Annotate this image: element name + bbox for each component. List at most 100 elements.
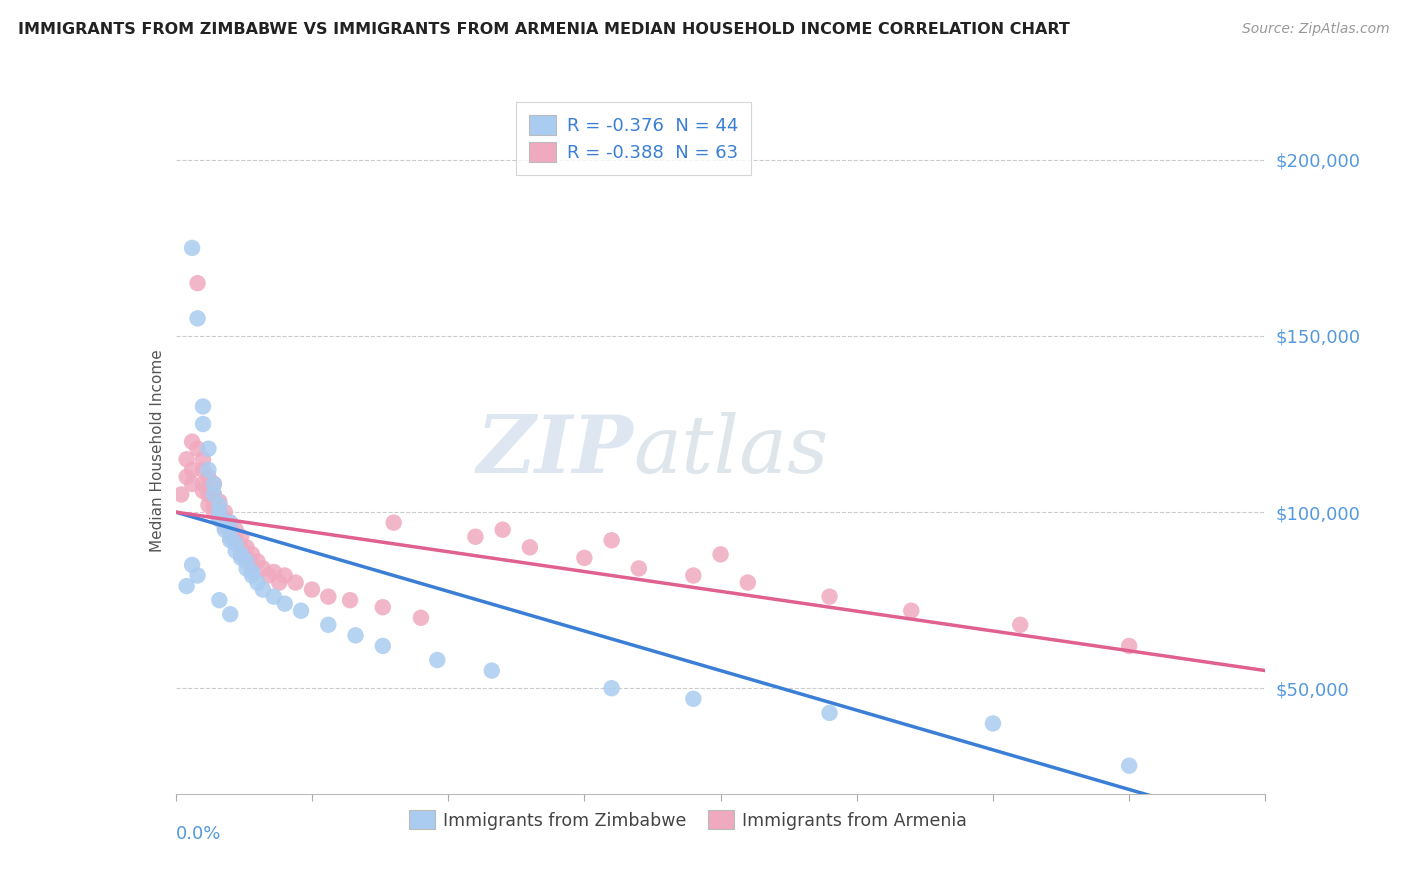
Point xyxy=(219,530,242,544)
Point xyxy=(426,653,449,667)
Point xyxy=(202,477,225,491)
Point xyxy=(176,470,198,484)
Point xyxy=(219,530,242,544)
Point xyxy=(682,568,704,582)
Point xyxy=(219,516,242,530)
Point xyxy=(981,716,1004,731)
Point xyxy=(208,512,231,526)
Point xyxy=(1118,758,1140,772)
Point xyxy=(627,561,650,575)
Point xyxy=(231,550,253,565)
Point xyxy=(197,498,219,512)
Point xyxy=(231,541,253,555)
Point xyxy=(818,590,841,604)
Point xyxy=(208,498,231,512)
Point xyxy=(240,558,263,572)
Point xyxy=(284,575,307,590)
Point xyxy=(176,579,198,593)
Point xyxy=(1118,639,1140,653)
Point xyxy=(246,575,269,590)
Point xyxy=(318,590,340,604)
Point xyxy=(186,276,209,290)
Point xyxy=(737,575,759,590)
Point xyxy=(181,558,204,572)
Point xyxy=(176,452,198,467)
Point xyxy=(240,565,263,579)
Point xyxy=(231,547,253,561)
Point xyxy=(208,505,231,519)
Point xyxy=(219,607,242,622)
Point xyxy=(481,664,503,678)
Point xyxy=(197,442,219,456)
Point xyxy=(214,519,236,533)
Point xyxy=(818,706,841,720)
Point xyxy=(202,487,225,501)
Legend: Immigrants from Zimbabwe, Immigrants from Armenia: Immigrants from Zimbabwe, Immigrants fro… xyxy=(402,804,974,837)
Point xyxy=(235,550,257,565)
Point xyxy=(235,541,257,555)
Point xyxy=(191,400,214,414)
Point xyxy=(202,498,225,512)
Point xyxy=(235,561,257,575)
Point xyxy=(682,691,704,706)
Point xyxy=(191,452,214,467)
Point xyxy=(235,554,257,568)
Point xyxy=(574,550,596,565)
Point xyxy=(290,604,312,618)
Point xyxy=(214,505,236,519)
Point xyxy=(231,530,253,544)
Point xyxy=(240,547,263,561)
Point xyxy=(191,477,214,491)
Point xyxy=(246,554,269,568)
Point xyxy=(202,477,225,491)
Point xyxy=(208,593,231,607)
Point xyxy=(208,494,231,508)
Point xyxy=(202,487,225,501)
Point xyxy=(1010,617,1032,632)
Point xyxy=(257,568,280,582)
Point xyxy=(274,597,297,611)
Point xyxy=(492,523,515,537)
Point xyxy=(225,533,247,548)
Point xyxy=(301,582,323,597)
Point xyxy=(219,516,242,530)
Point xyxy=(214,516,236,530)
Text: 0.0%: 0.0% xyxy=(176,825,221,843)
Point xyxy=(186,311,209,326)
Point xyxy=(252,561,274,575)
Point xyxy=(710,547,733,561)
Point xyxy=(219,533,242,548)
Point xyxy=(464,530,486,544)
Point xyxy=(186,442,209,456)
Point xyxy=(208,505,231,519)
Point xyxy=(600,681,623,696)
Text: Source: ZipAtlas.com: Source: ZipAtlas.com xyxy=(1241,22,1389,37)
Point xyxy=(409,611,432,625)
Point xyxy=(600,533,623,548)
Point xyxy=(263,565,285,579)
Point xyxy=(191,463,214,477)
Point xyxy=(519,541,541,555)
Point xyxy=(252,582,274,597)
Point xyxy=(344,628,367,642)
Y-axis label: Median Household Income: Median Household Income xyxy=(149,349,165,552)
Point xyxy=(191,483,214,498)
Point xyxy=(371,639,394,653)
Point xyxy=(225,523,247,537)
Point xyxy=(318,617,340,632)
Point xyxy=(197,487,219,501)
Point xyxy=(181,434,204,449)
Point xyxy=(274,568,297,582)
Text: IMMIGRANTS FROM ZIMBABWE VS IMMIGRANTS FROM ARMENIA MEDIAN HOUSEHOLD INCOME CORR: IMMIGRANTS FROM ZIMBABWE VS IMMIGRANTS F… xyxy=(18,22,1070,37)
Point xyxy=(181,463,204,477)
Point xyxy=(214,523,236,537)
Point xyxy=(263,590,285,604)
Point xyxy=(231,547,253,561)
Point xyxy=(197,470,219,484)
Point xyxy=(371,600,394,615)
Point xyxy=(181,477,204,491)
Point xyxy=(197,463,219,477)
Point xyxy=(170,487,193,501)
Text: ZIP: ZIP xyxy=(477,412,633,489)
Point xyxy=(219,523,242,537)
